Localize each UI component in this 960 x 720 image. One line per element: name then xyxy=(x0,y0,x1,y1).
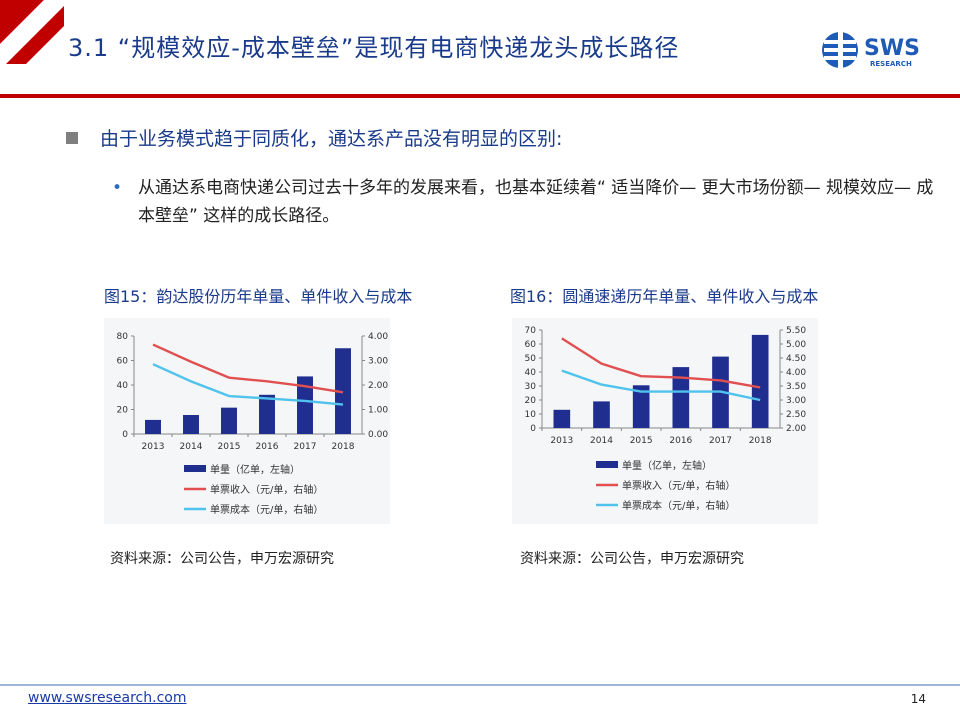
x-tick-label: 2016 xyxy=(256,442,279,452)
square-bullet-icon xyxy=(66,132,78,144)
legend-label: 单票成本（元/单，右轴） xyxy=(622,499,735,512)
footer-website-link[interactable]: www.swsresearch.com xyxy=(28,690,187,706)
figure-15-title: 图15：韵达股份历年单量、单件收入与成本 xyxy=(104,287,413,306)
figure-15-chart: 0 20 40 60 80 0.00 1.00 2.00 3.00 4.00 2013 2014 201… xyxy=(104,318,390,524)
x-tick-label: 2018 xyxy=(332,442,355,452)
figure-16-chart: 0 10 20 30 40 50 60 70 2.00 2.50 3.00 3.50 4.00 4.50 5… xyxy=(512,318,818,524)
x-tick-label: 2013 xyxy=(142,442,165,452)
left-tick-label: 60 xyxy=(525,340,537,350)
x-tick-label: 2013 xyxy=(550,436,573,446)
volume-bar xyxy=(751,334,769,428)
header-rule xyxy=(0,94,960,98)
page-title: 3.1 “规模效应-成本壁垒”是现有电商快递龙头成长路径 xyxy=(68,34,680,62)
right-tick-label: 3.00 xyxy=(368,357,388,367)
main-bullet: 由于业务模式趋于同质化，通达系产品没有明显的区别: xyxy=(66,124,562,151)
right-tick-label: 4.00 xyxy=(786,368,806,378)
volume-bar xyxy=(183,415,199,434)
cost-line xyxy=(152,363,344,406)
volume-bar xyxy=(297,376,313,434)
x-tick-label: 2017 xyxy=(709,436,732,446)
logo-subtext: RESEARCH xyxy=(870,60,912,68)
figure-16-title: 图16：圆通速递历年单量、单件收入与成本 xyxy=(510,287,819,306)
volume-bar xyxy=(672,367,690,428)
right-tick-label: 2.50 xyxy=(786,410,806,420)
right-tick-label: 3.00 xyxy=(786,396,806,406)
figure-15-source: 资料来源：公司公告，申万宏源研究 xyxy=(110,551,334,567)
legend-swatch-bar xyxy=(596,461,618,468)
left-tick-label: 20 xyxy=(117,406,129,416)
x-tick-label: 2015 xyxy=(218,442,241,452)
x-tick-label: 2016 xyxy=(669,436,692,446)
legend-swatch-bar xyxy=(184,465,206,472)
right-tick-label: 2.00 xyxy=(368,381,388,391)
left-tick-label: 40 xyxy=(525,368,537,378)
left-tick-label: 50 xyxy=(525,354,537,364)
legend-label: 单票收入（元/单，右轴） xyxy=(210,483,323,496)
legend-label: 单量（亿单，左轴） xyxy=(210,463,300,476)
x-tick-label: 2014 xyxy=(180,442,203,452)
volume-bar xyxy=(259,394,275,434)
corner-accent xyxy=(0,0,64,64)
x-tick-label: 2014 xyxy=(590,436,613,446)
legend-label: 单票收入（元/单，右轴） xyxy=(622,479,735,492)
cost-line xyxy=(561,369,761,402)
right-tick-label: 4.50 xyxy=(786,354,806,364)
dot-bullet-icon: • xyxy=(112,178,123,198)
x-tick-label: 2015 xyxy=(630,436,653,446)
page-number: 14 xyxy=(910,692,926,706)
right-tick-label: 4.00 xyxy=(368,332,388,342)
volume-bar xyxy=(553,409,571,428)
left-tick-label: 70 xyxy=(525,326,537,336)
sub-bullet-text: 从通达系电商快递公司过去十多年的发展来看，也基本延续着“ 适当降价— 更大市场份… xyxy=(138,178,934,226)
volume-bar xyxy=(632,385,650,428)
revenue-line xyxy=(561,337,761,389)
right-tick-label: 5.00 xyxy=(786,340,806,350)
footer-rule xyxy=(0,684,960,686)
legend-label: 单量（亿单，左轴） xyxy=(622,459,712,472)
left-tick-label: 40 xyxy=(117,381,129,391)
left-tick-label: 80 xyxy=(117,332,129,342)
volume-bar xyxy=(593,401,610,428)
main-bullet-text: 由于业务模式趋于同质化，通达系产品没有明显的区别: xyxy=(100,128,563,150)
x-tick-label: 2018 xyxy=(749,436,772,446)
revenue-line xyxy=(152,343,344,394)
volume-bar xyxy=(145,419,161,434)
right-tick-label: 5.50 xyxy=(786,326,806,336)
left-tick-label: 10 xyxy=(525,410,537,420)
logo-text: SWS xyxy=(864,36,920,61)
left-tick-label: 0 xyxy=(530,424,536,434)
left-tick-label: 20 xyxy=(525,396,537,406)
legend-label: 单票成本（元/单，右轴） xyxy=(210,503,323,516)
figure-16-source: 资料来源：公司公告，申万宏源研究 xyxy=(520,551,744,567)
right-tick-label: 2.00 xyxy=(786,424,806,434)
x-tick-label: 2017 xyxy=(294,442,317,452)
left-tick-label: 0 xyxy=(122,430,128,440)
left-tick-label: 30 xyxy=(525,382,537,392)
right-tick-label: 0.00 xyxy=(368,430,388,440)
volume-bar xyxy=(221,407,237,434)
left-tick-label: 60 xyxy=(117,357,129,367)
volume-bar xyxy=(335,348,351,434)
globe-icon xyxy=(822,32,858,68)
sws-logo: SWS RESEARCH xyxy=(820,28,940,72)
right-tick-label: 3.50 xyxy=(786,382,806,392)
right-tick-label: 1.00 xyxy=(368,406,388,416)
